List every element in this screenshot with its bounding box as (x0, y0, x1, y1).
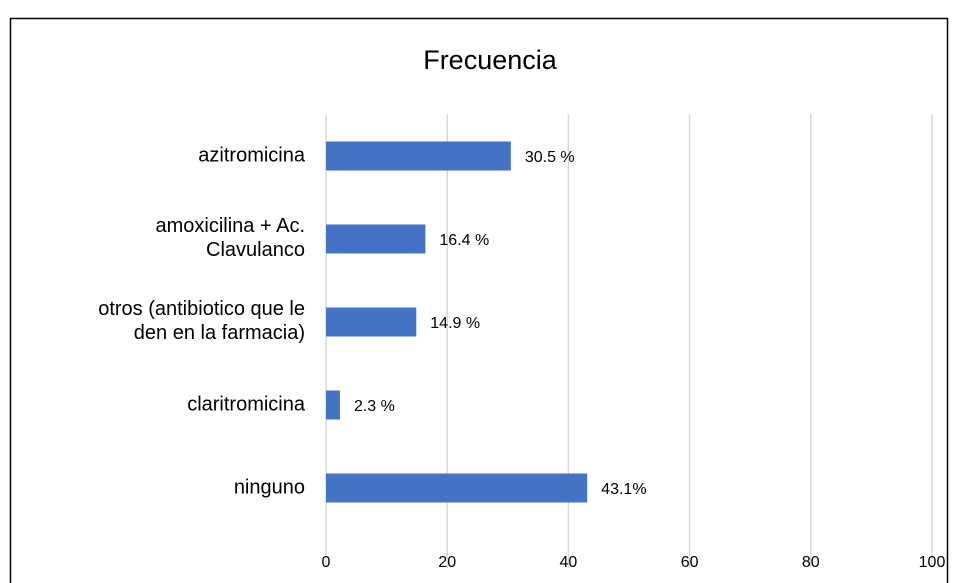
x-tick-label: 80 (802, 554, 820, 571)
y-tick-label: claritromicina (187, 393, 306, 415)
x-tick-label: 20 (438, 554, 456, 571)
bar (326, 224, 426, 254)
y-tick-label: amoxicilina + Ac. Clavulanco (155, 215, 305, 261)
value-label: 30.5 % (525, 149, 575, 166)
y-tick-label: otros (antibiotico que le den en la farma… (98, 298, 305, 344)
bar (326, 307, 417, 337)
y-tick-label: ninguno (234, 476, 305, 498)
value-label: 43.1% (601, 481, 646, 498)
x-tick-label: 0 (322, 554, 331, 571)
x-tick-label: 100 (919, 554, 946, 571)
chart-title: Frecuencia (423, 45, 558, 75)
bar (326, 390, 340, 420)
x-tick-label: 40 (560, 554, 578, 571)
value-label: 16.4 % (439, 232, 489, 249)
x-tick-label: 60 (681, 554, 699, 571)
value-label: 14.9 % (430, 315, 480, 332)
value-label: 2.3 % (354, 398, 395, 415)
y-tick-label: azitromicina (198, 144, 306, 166)
bar (326, 141, 511, 171)
bar (326, 473, 588, 503)
